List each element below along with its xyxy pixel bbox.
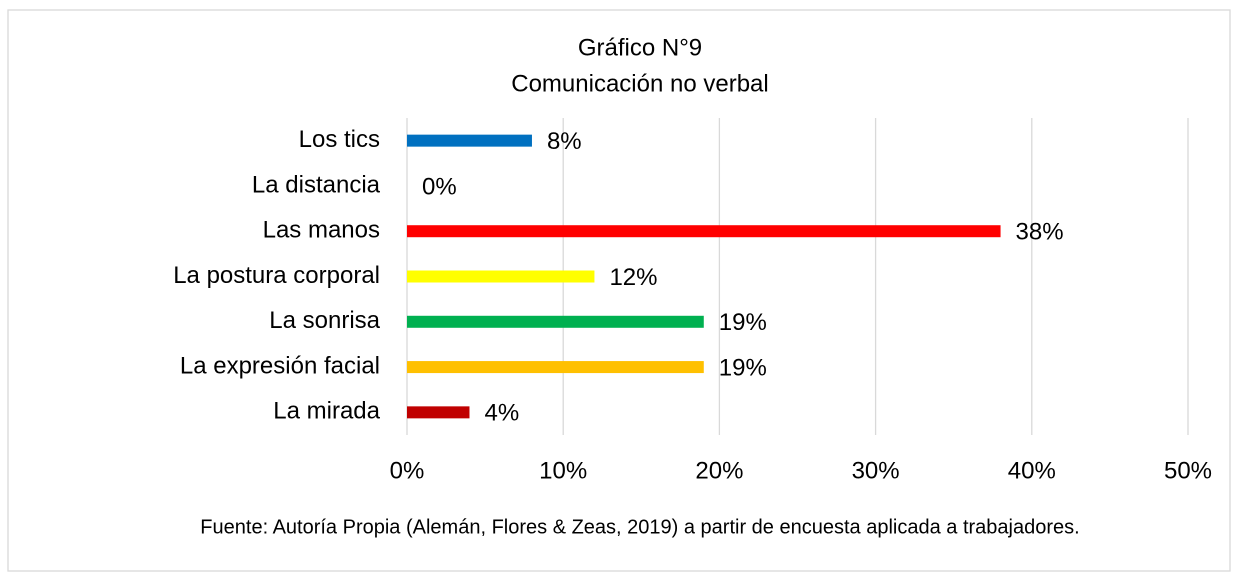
chart-subtitle: Comunicación no verbal [511, 70, 768, 97]
bar [407, 225, 1001, 238]
chart-border [7, 9, 1231, 572]
x-tick-label: 20% [695, 457, 743, 484]
data-label: 38% [1016, 219, 1064, 246]
x-tick-label: 0% [390, 457, 425, 484]
y-tick-label: La sonrisa [269, 307, 380, 334]
bar [407, 134, 532, 147]
y-tick-label: La mirada [273, 398, 380, 425]
data-label: 4% [484, 400, 519, 427]
source-note: Fuente: Autoría Propia (Alemán, Flores &… [200, 516, 1079, 538]
data-label: 19% [719, 354, 767, 381]
bar [407, 270, 595, 283]
bar [407, 361, 704, 374]
bar [407, 406, 470, 419]
x-tick-label: 10% [539, 457, 587, 484]
x-tick-label: 50% [1164, 457, 1212, 484]
y-tick-label: La distancia [252, 171, 381, 198]
y-tick-label: Los tics [299, 126, 380, 153]
y-tick-label: Las manos [263, 217, 380, 244]
x-tick-label: 40% [1008, 457, 1056, 484]
data-label: 8% [547, 128, 582, 155]
data-label: 0% [422, 173, 457, 200]
x-tick-label: 30% [852, 457, 900, 484]
y-tick-label: La postura corporal [173, 262, 380, 289]
data-label: 19% [719, 309, 767, 336]
bar [407, 315, 704, 328]
y-tick-label: La expresión facial [180, 352, 380, 379]
data-label: 12% [609, 264, 657, 291]
chart-title: Gráfico N°9 [578, 34, 702, 61]
